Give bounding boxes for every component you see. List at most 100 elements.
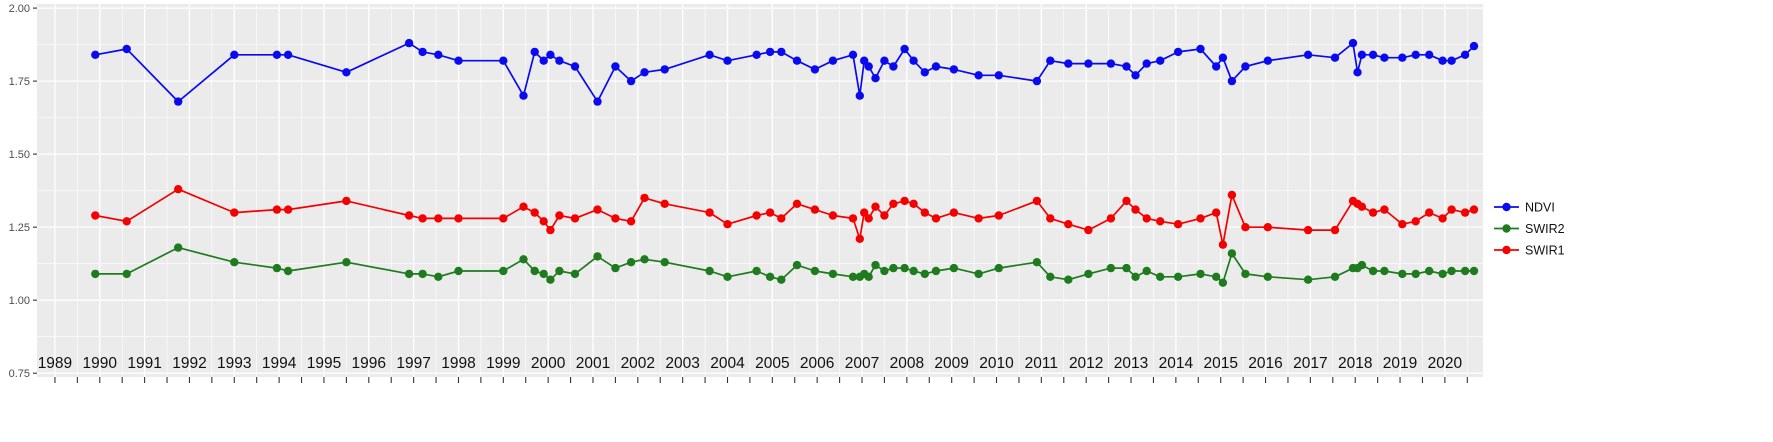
swir1-point <box>611 214 620 223</box>
ndvi-point <box>792 56 802 65</box>
ndvi-point <box>1438 56 1447 65</box>
swir1-point <box>777 214 786 223</box>
x-tick-label: 2001 <box>576 355 610 372</box>
swir1-point <box>1032 196 1042 206</box>
swir2-point <box>1438 269 1447 279</box>
swir1-point <box>272 205 282 214</box>
ndvi-point <box>640 68 649 77</box>
ndvi-point <box>1084 59 1093 68</box>
y-tick-label: 1.25 <box>9 222 30 234</box>
x-tick-label: 2012 <box>1069 355 1103 372</box>
swir2-point <box>864 272 873 281</box>
swir1-point <box>1142 214 1151 223</box>
ndvi-point <box>705 50 714 59</box>
swir1-point <box>342 196 351 206</box>
swir2-point <box>454 266 463 276</box>
swir1-point <box>1084 225 1093 235</box>
legend-entry-ndvi: NDVI <box>1494 201 1555 215</box>
x-tick-label: 2014 <box>1159 355 1194 372</box>
legend-label-swir1: SWIR1 <box>1525 244 1565 258</box>
y-tick-label: 1.75 <box>9 76 30 88</box>
ndvi-point <box>1218 53 1228 62</box>
swir1-point <box>1303 225 1313 235</box>
ndvi-point <box>848 50 858 59</box>
swir2-point <box>434 272 443 281</box>
ndvi-point <box>1460 50 1470 59</box>
swir1-point <box>900 196 909 206</box>
swir2-point <box>1447 266 1456 276</box>
swir1-point <box>920 208 929 217</box>
swir1-point <box>848 214 858 223</box>
swir2-point <box>626 258 636 267</box>
swir1-point <box>792 199 802 208</box>
ndvi-point <box>765 47 775 57</box>
swir1-point <box>889 199 898 208</box>
ndvi-point <box>1353 68 1362 77</box>
swir1-point <box>91 211 100 220</box>
swir1-point <box>1411 217 1420 226</box>
swir2-point <box>122 269 131 279</box>
ndvi-point <box>1411 50 1420 59</box>
ndvi-point <box>1106 59 1116 68</box>
swir2-point <box>1064 275 1073 284</box>
legend-key-point-swir2 <box>1502 224 1511 233</box>
swir2-point <box>1330 272 1340 281</box>
swir2-point <box>1398 269 1407 279</box>
swir1-point <box>660 199 669 208</box>
swir1-point <box>1106 214 1116 223</box>
swir2-point <box>1425 266 1434 276</box>
x-tick-label: 1996 <box>352 355 386 372</box>
swir2-point <box>994 263 1003 273</box>
swir1-point <box>1196 214 1205 223</box>
swir2-point <box>752 266 761 276</box>
ndvi-point <box>880 56 889 65</box>
ndvi-point <box>1398 53 1407 62</box>
swir2-point <box>283 266 293 276</box>
swir1-point <box>860 208 869 217</box>
swir1-point <box>1469 205 1479 214</box>
swir2-point <box>546 275 555 284</box>
x-tick-label: 1997 <box>396 355 430 372</box>
swir1-point <box>864 214 873 223</box>
ndvi-point <box>283 50 293 59</box>
ndvi-point <box>626 76 636 86</box>
swir2-point <box>539 269 548 279</box>
ndvi-point <box>570 62 580 71</box>
swir1-point <box>855 234 864 243</box>
swir1-point <box>828 211 838 220</box>
ndvi-point <box>1303 50 1313 59</box>
ndvi-point <box>1122 62 1131 71</box>
ndvi-point <box>1212 62 1221 71</box>
swir1-point <box>1438 214 1447 223</box>
x-tick-label: 2008 <box>890 355 924 372</box>
swir1-point <box>1460 208 1470 217</box>
swir2-point <box>1460 266 1470 276</box>
x-tick-label: 2015 <box>1203 355 1237 372</box>
x-tick-label: 2003 <box>665 355 699 372</box>
ndvi-point <box>752 50 761 59</box>
swir2-point <box>611 263 620 273</box>
swir1-point <box>1218 240 1228 249</box>
swir2-point <box>792 260 802 270</box>
swir1-point <box>404 211 414 220</box>
swir1-point <box>1064 220 1073 229</box>
x-tick-label: 1993 <box>217 355 251 372</box>
ndvi-point <box>1348 38 1358 48</box>
ndvi-point <box>611 62 620 71</box>
x-tick-label: 2013 <box>1114 355 1148 372</box>
swir1-point <box>1122 196 1131 206</box>
ndvi-point <box>1173 47 1183 57</box>
x-tick-label: 1999 <box>486 355 520 372</box>
swir1-point <box>765 208 775 217</box>
legend-label-ndvi: NDVI <box>1525 201 1555 215</box>
swir1-point <box>230 208 239 217</box>
swir1-point <box>994 211 1003 220</box>
ndvi-point <box>454 56 463 65</box>
swir2-point <box>920 269 929 279</box>
y-tick-label: 2.00 <box>9 3 30 15</box>
swir2-point <box>810 266 820 276</box>
swir2-point <box>593 252 602 261</box>
x-tick-label: 1995 <box>307 355 341 372</box>
